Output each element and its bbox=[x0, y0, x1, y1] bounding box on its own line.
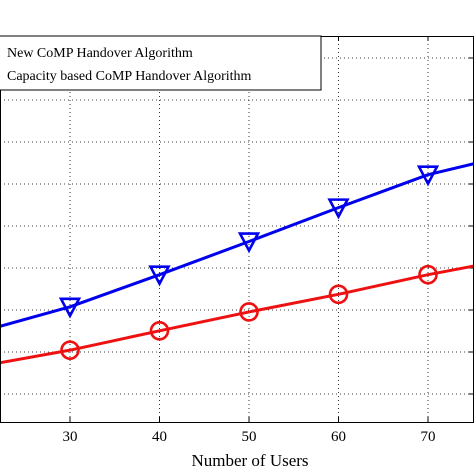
data-point-circle bbox=[418, 264, 438, 285]
grid bbox=[0, 36, 474, 422]
data-point-circle bbox=[149, 320, 170, 341]
plot-markers bbox=[58, 165, 440, 360]
series-line-1 bbox=[0, 264, 474, 365]
x-tick-label: 70 bbox=[421, 429, 436, 445]
legend-entry-new-comp: New CoMP Handover Algorithm bbox=[7, 46, 193, 61]
data-point-triangle bbox=[416, 165, 440, 187]
plot-frame bbox=[0, 36, 474, 423]
x-tick-label: 60 bbox=[331, 429, 346, 445]
x-tick-labels: 30 40 50 60 70 bbox=[63, 429, 436, 445]
series-line-0 bbox=[0, 162, 474, 328]
legend-box bbox=[0, 35, 322, 91]
data-point-circle bbox=[239, 302, 259, 322]
data-point-triangle bbox=[58, 297, 82, 319]
data-point-triangle bbox=[237, 232, 261, 254]
plot-series bbox=[0, 162, 474, 365]
legend: New CoMP Handover Algorithm Capacity bas… bbox=[0, 35, 322, 91]
x-tick-label: 30 bbox=[63, 429, 78, 445]
legend-entry-capacity-comp: Capacity based CoMP Handover Algorithm bbox=[7, 69, 252, 84]
data-point-triangle bbox=[327, 198, 350, 220]
data-point-triangle bbox=[148, 265, 171, 287]
data-point-circle bbox=[60, 340, 80, 360]
data-point-circle bbox=[328, 284, 349, 305]
x-axis-title: Number of Users bbox=[191, 451, 308, 470]
x-tick-label: 50 bbox=[242, 429, 257, 445]
x-tick-label: 40 bbox=[152, 429, 167, 445]
